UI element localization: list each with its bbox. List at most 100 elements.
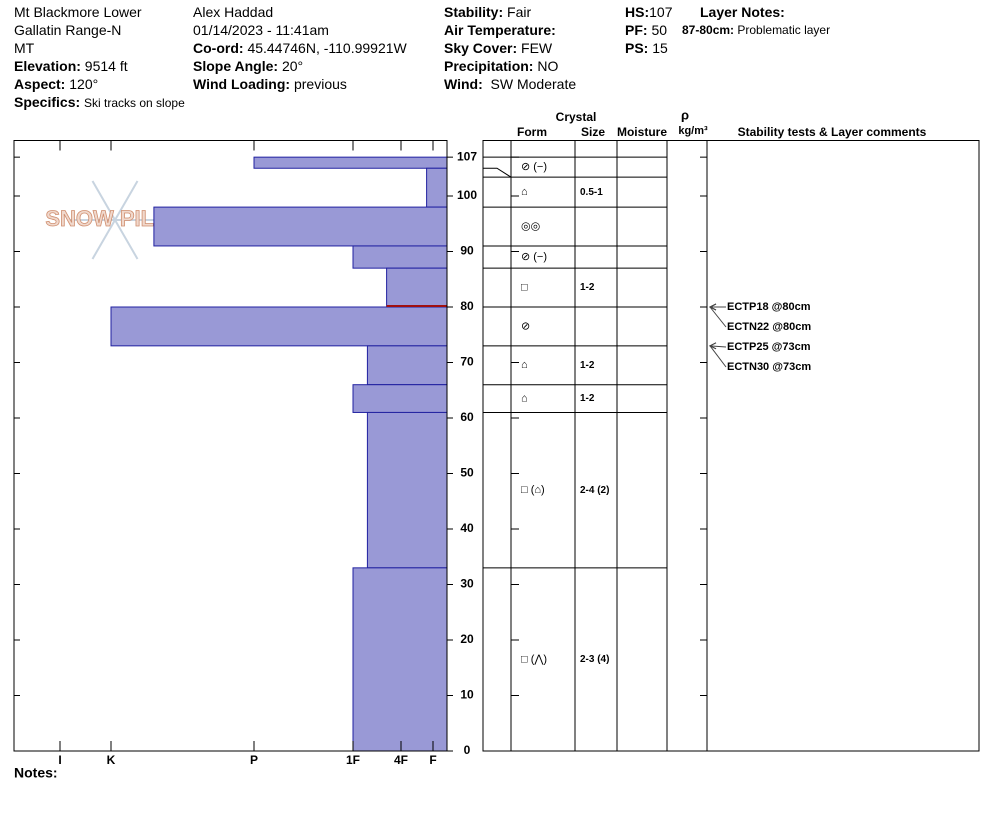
value: 107 bbox=[649, 4, 673, 20]
value: 20° bbox=[281, 58, 304, 74]
y-tick-label: 20 bbox=[460, 632, 474, 646]
form: ⌂ bbox=[521, 186, 528, 198]
value: 50 bbox=[651, 22, 668, 38]
test-label: ECTN22 @80cm bbox=[727, 321, 811, 333]
y-tick-label: 50 bbox=[460, 466, 474, 480]
logo-flake bbox=[114, 180, 139, 221]
x-tick-label: K bbox=[107, 753, 116, 767]
bar bbox=[366, 411, 448, 569]
y-tick-label: 0 bbox=[464, 743, 471, 757]
value: previous bbox=[293, 76, 347, 92]
form: ⌂ bbox=[521, 392, 528, 404]
form: ⌂ bbox=[521, 359, 528, 371]
test-label: ECTN30 @73cm bbox=[727, 361, 811, 373]
header: Crystal bbox=[556, 110, 597, 124]
form: ⊘ bbox=[521, 320, 530, 332]
test-label: ECTP25 @73cm bbox=[727, 341, 811, 353]
label: Slope Angle: bbox=[193, 58, 279, 74]
label: Wind Loading: bbox=[193, 76, 291, 92]
bar bbox=[426, 167, 448, 208]
header: Moisture bbox=[617, 125, 667, 139]
label: Specifics: bbox=[14, 94, 81, 110]
y-tick-label: 10 bbox=[460, 688, 474, 702]
bar bbox=[253, 156, 448, 169]
header: kg/m³ bbox=[678, 125, 708, 137]
notes: Notes: bbox=[14, 765, 58, 781]
size: 1-2 bbox=[580, 282, 595, 293]
label: Layer Notes: bbox=[700, 4, 785, 20]
arrow-head bbox=[708, 342, 717, 350]
test-label: ECTP18 @80cm bbox=[727, 301, 811, 313]
state: MT bbox=[14, 40, 35, 56]
label: PS: bbox=[625, 40, 649, 56]
bar bbox=[352, 384, 448, 413]
table-frame bbox=[482, 140, 980, 752]
observer: Alex Haddad bbox=[193, 4, 274, 20]
header: ρ bbox=[681, 107, 689, 122]
note-text: Problematic layer bbox=[737, 23, 831, 37]
header: Stability tests & Layer comments bbox=[738, 125, 927, 139]
label: Wind: bbox=[444, 76, 483, 92]
bar bbox=[386, 267, 448, 308]
label: Elevation: bbox=[14, 58, 81, 74]
y-tick-label: 60 bbox=[460, 410, 474, 424]
label: PF: bbox=[625, 22, 648, 38]
y-tick-label: 107 bbox=[457, 149, 477, 163]
x-tick-label: I bbox=[58, 753, 61, 767]
bar bbox=[352, 245, 448, 269]
col1: Mt Blackmore Lower Gallatin Range-N MT E… bbox=[14, 3, 185, 112]
y-tick-label: 100 bbox=[457, 188, 477, 202]
label: Precipitation: bbox=[444, 58, 534, 74]
col4: HS:107 PF: 50 PS: 15 bbox=[625, 3, 672, 57]
size: 1-2 bbox=[580, 360, 595, 371]
logo-flake bbox=[91, 219, 116, 260]
logo-flake bbox=[91, 180, 116, 221]
form: □ bbox=[521, 281, 528, 293]
note-range: 87-80cm: bbox=[682, 23, 735, 37]
form: □ (⋀) bbox=[521, 653, 547, 665]
col5: Layer Notes: bbox=[700, 3, 785, 21]
size: 2-3 (4) bbox=[580, 654, 609, 665]
range: Gallatin Range-N bbox=[14, 22, 122, 38]
x-tick-label: 4F bbox=[394, 753, 408, 767]
bar bbox=[110, 306, 448, 347]
test-arrow bbox=[709, 345, 727, 348]
datetime: 01/14/2023 - 11:41am bbox=[193, 22, 329, 38]
arrow-head bbox=[708, 303, 717, 311]
size: 2-4 (2) bbox=[580, 485, 609, 496]
size: 0.5-1 bbox=[580, 187, 603, 198]
y-tick-label: 30 bbox=[460, 577, 474, 591]
label: HS: bbox=[625, 4, 650, 20]
col5-note: 87-80cm: Problematic layer bbox=[682, 21, 830, 39]
label: Aspect: bbox=[14, 76, 66, 92]
value: NO bbox=[537, 58, 559, 74]
header: Form bbox=[517, 125, 547, 139]
plot-frame bbox=[13, 140, 448, 752]
x-tick-label: F bbox=[429, 753, 436, 767]
label: Co-ord: bbox=[193, 40, 244, 56]
logo-flake bbox=[114, 219, 139, 260]
col3: Stability: Fair Air Temperature: Sky Cov… bbox=[444, 3, 576, 93]
value: Ski tracks on slope bbox=[84, 96, 185, 110]
form: ⊘ (−) bbox=[521, 251, 547, 263]
location: Mt Blackmore Lower bbox=[14, 4, 142, 20]
value: 120° bbox=[69, 76, 99, 92]
label: Air Temperature: bbox=[444, 22, 556, 38]
value: 45.44746N, -110.99921W bbox=[247, 40, 407, 56]
header: Size bbox=[581, 125, 605, 139]
y-tick-label: 80 bbox=[460, 299, 474, 313]
bar bbox=[366, 345, 448, 386]
x-tick-label: 1F bbox=[346, 753, 360, 767]
value: SW Moderate bbox=[490, 76, 577, 92]
connector bbox=[483, 167, 512, 178]
header: Mt Blackmore Lower Gallatin Range-N MT E… bbox=[0, 0, 994, 115]
value: Fair bbox=[507, 4, 532, 20]
test-arrow bbox=[709, 306, 727, 328]
x-tick-label: P bbox=[250, 753, 258, 767]
bar bbox=[153, 206, 448, 247]
test-arrow bbox=[709, 345, 727, 368]
form: ⊘ (−) bbox=[521, 161, 547, 173]
value: 9514 ft bbox=[84, 58, 128, 74]
col2: Alex Haddad 01/14/2023 - 11:41am Co-ord:… bbox=[193, 3, 407, 93]
